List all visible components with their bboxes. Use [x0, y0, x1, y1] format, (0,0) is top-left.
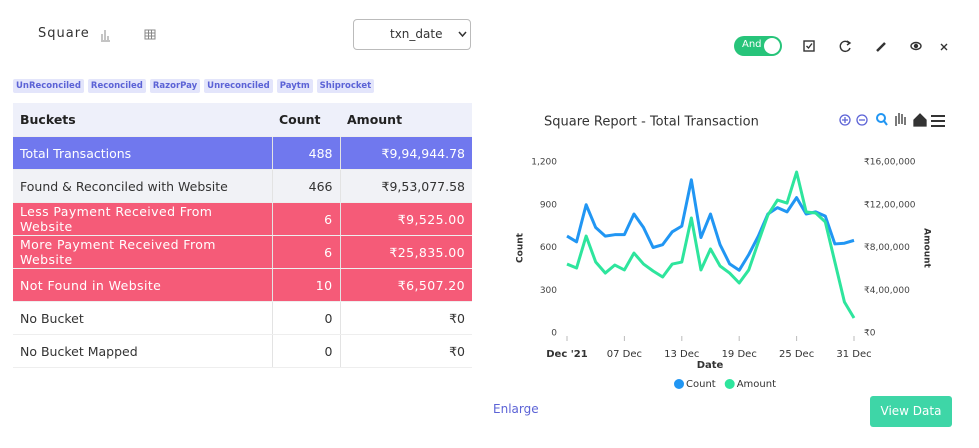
x-tick-label: Dec '21 — [546, 349, 588, 360]
cell: 0 — [271, 334, 340, 368]
legend-marker — [674, 379, 684, 389]
toolbar[interactable] — [800, 36, 960, 58]
y-tick-label: 300 — [540, 286, 557, 296]
x-tick-label: 19 Dec — [722, 349, 757, 360]
chart-title: Square Report - Total Transaction — [544, 115, 759, 130]
header-cell: Buckets — [13, 103, 272, 137]
cell: 6 — [271, 202, 340, 236]
cell: ₹9,94,944.78 — [339, 136, 472, 170]
series-line — [566, 170, 856, 319]
tag[interactable]: UnReconciled — [13, 79, 84, 93]
y2-tick-label: ₹16,00,000 — [864, 158, 916, 168]
legend-label: Count — [686, 379, 716, 390]
cell: ₹25,835.00 — [339, 235, 472, 269]
bucket-table: Buckets Count Amount Total Transactions 488… — [13, 103, 472, 368]
header-cell: Count — [272, 103, 340, 137]
tag[interactable]: Unreconciled — [204, 79, 273, 93]
cell: ₹9,525.00 — [339, 202, 472, 236]
tag-list: UnReconciled Reconciled RazorPay Unreconcil… — [13, 79, 375, 93]
cell: Total Transactions — [13, 136, 272, 170]
tag[interactable]: Paytm — [276, 79, 313, 93]
page-title: Square — [38, 26, 90, 41]
cell: 466 — [271, 169, 340, 203]
y2-tick-label: ₹0 — [864, 329, 876, 339]
chart-toolbar[interactable] — [839, 113, 945, 127]
tag[interactable]: RazorPay — [149, 79, 201, 93]
y-tick-label: 600 — [540, 243, 557, 253]
y2-tick-label: ₹4,00,000 — [864, 286, 910, 296]
tag[interactable]: Reconciled — [87, 79, 146, 93]
cell: ₹6,507.20 — [339, 268, 472, 302]
cell: 6 — [271, 235, 340, 269]
select-value: txn_date — [390, 27, 443, 41]
cell: ₹0 — [339, 301, 472, 335]
view-data-button[interactable]: View Data — [870, 396, 952, 427]
y-tick-label: 0 — [551, 329, 557, 339]
x-tick-label: 07 Dec — [607, 349, 642, 360]
cell: ₹0 — [339, 334, 472, 368]
cell: No Bucket — [13, 301, 272, 335]
cell: 488 — [271, 136, 340, 170]
y-tick-label: 900 — [540, 200, 557, 210]
cell: Found & Reconciled with Website — [13, 169, 272, 203]
x-tick-label: 31 Dec — [836, 349, 871, 360]
series-line — [566, 178, 855, 272]
cell: Less Payment Received From Website — [13, 202, 272, 236]
chevron — [458, 31, 467, 38]
date-select[interactable]: txn_date — [353, 19, 471, 50]
cell: 10 — [271, 268, 340, 302]
y-axis-label: Count — [516, 232, 526, 263]
toggle-label: And — [742, 39, 762, 50]
y-tick-label: 1,200 — [531, 158, 557, 168]
tag[interactable]: Shiprocket — [316, 79, 375, 93]
and-toggle[interactable]: And — [734, 36, 782, 56]
enlarge-link[interactable]: Enlarge — [493, 402, 539, 416]
cell: Not Found in Website — [13, 268, 272, 302]
chart: Square Report - Total Transaction Date C… — [516, 113, 945, 390]
y2-tick-label: ₹12,00,000 — [864, 200, 916, 210]
cell: No Bucket Mapped — [13, 334, 272, 368]
cell: 0 — [271, 301, 340, 335]
view-icons[interactable] — [100, 27, 160, 43]
y2-axis-label: Amount — [922, 228, 932, 268]
header-cell: Amount — [340, 103, 472, 137]
cell: More Payment Received From Website — [13, 235, 272, 269]
x-tick-label: 13 Dec — [664, 349, 699, 360]
x-tick-label: 25 Dec — [779, 349, 814, 360]
cell: ₹9,53,077.58 — [339, 169, 472, 203]
legend-marker — [724, 379, 735, 389]
y2-tick-label: ₹8,00,000 — [864, 243, 910, 253]
x-axis-label: Date — [697, 360, 724, 371]
legend-label: Amount — [737, 379, 776, 390]
